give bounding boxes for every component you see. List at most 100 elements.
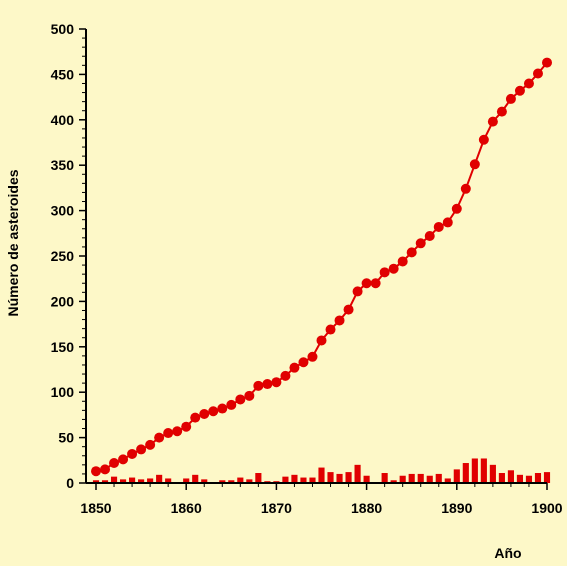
y-tick-label: 350 [51,157,75,173]
y-tick-label: 250 [51,248,75,264]
data-point [172,426,183,437]
bar [390,480,397,483]
x-tick-label: 1890 [441,500,472,516]
bar [363,475,370,483]
data-point [163,428,174,439]
data-point [91,466,101,477]
bars-layer [92,458,551,483]
bar [426,475,433,483]
data-point [100,464,111,475]
data-point [478,134,489,145]
bar [489,464,496,483]
data-point [136,444,147,455]
bar [282,476,289,483]
data-point [127,448,138,459]
bar [543,472,551,483]
data-point [316,335,327,346]
data-point [199,408,210,419]
y-tick-label: 0 [66,475,74,491]
bar [192,474,199,483]
bar [255,473,262,483]
data-point [343,304,354,315]
data-point [118,454,129,465]
data-point [442,217,453,228]
bar [101,480,109,483]
bar [219,480,226,483]
y-tick-label: 300 [51,203,75,219]
y-tick-label: 200 [51,293,75,309]
bar [381,473,388,483]
data-point [532,68,543,79]
bar [345,472,352,483]
data-point [235,394,246,405]
data-point [469,159,480,170]
data-point [433,221,444,232]
bar [92,480,100,483]
data-point [262,379,273,390]
line-path [95,61,548,473]
data-point [379,267,390,278]
y-tick-label: 450 [51,66,75,82]
bar [453,469,460,483]
x-tick-label: 1870 [261,500,292,516]
x-tick-label: 1850 [80,500,111,516]
bar [147,478,154,483]
y-axis-title: Número de asteroides [5,169,21,316]
bar [129,477,136,483]
data-point [496,106,507,117]
x-tick-label: 1880 [351,500,382,516]
data-point [415,238,426,249]
bar [183,478,190,483]
data-point [226,399,237,410]
data-point [325,324,336,335]
bar [507,470,514,483]
data-point [271,377,282,388]
bar [408,473,415,483]
bar [471,458,478,483]
bar [246,479,253,483]
bar [201,479,208,483]
data-point [523,78,534,89]
bar [516,474,524,483]
bar [498,473,505,483]
bar [138,479,145,483]
points-layer [91,57,552,477]
bar [318,467,325,483]
data-point [253,380,264,391]
axes-layer [85,29,547,484]
bar [354,464,361,483]
data-point [361,278,372,289]
data-point [514,85,525,96]
x-tick-label: 1900 [531,500,562,516]
data-point [307,351,318,362]
bar [309,477,316,483]
data-point [289,362,300,373]
data-point [280,370,291,381]
data-point [542,57,552,68]
data-point [181,421,192,432]
y-tick-label: 400 [51,112,75,128]
bar [119,479,127,483]
data-point [190,412,201,423]
y-tick-label: 50 [58,430,74,446]
data-point [217,403,228,414]
data-point [208,406,219,417]
data-point [298,357,309,368]
data-point [487,116,498,127]
data-point [406,247,417,258]
bar [534,473,542,483]
data-point [460,183,471,194]
ticks-layer: 0 50 100 150 200 250 300 350 400 450 500 1850 1860 18… [51,21,563,516]
bar [417,473,424,483]
bar [525,475,533,483]
bar [228,480,235,483]
x-tick-label: 1860 [171,500,202,516]
bar [327,472,334,483]
data-point [424,231,435,242]
x-axis-title: Año [494,545,521,561]
bar [156,474,163,483]
bar [444,478,451,483]
data-point [352,286,363,297]
